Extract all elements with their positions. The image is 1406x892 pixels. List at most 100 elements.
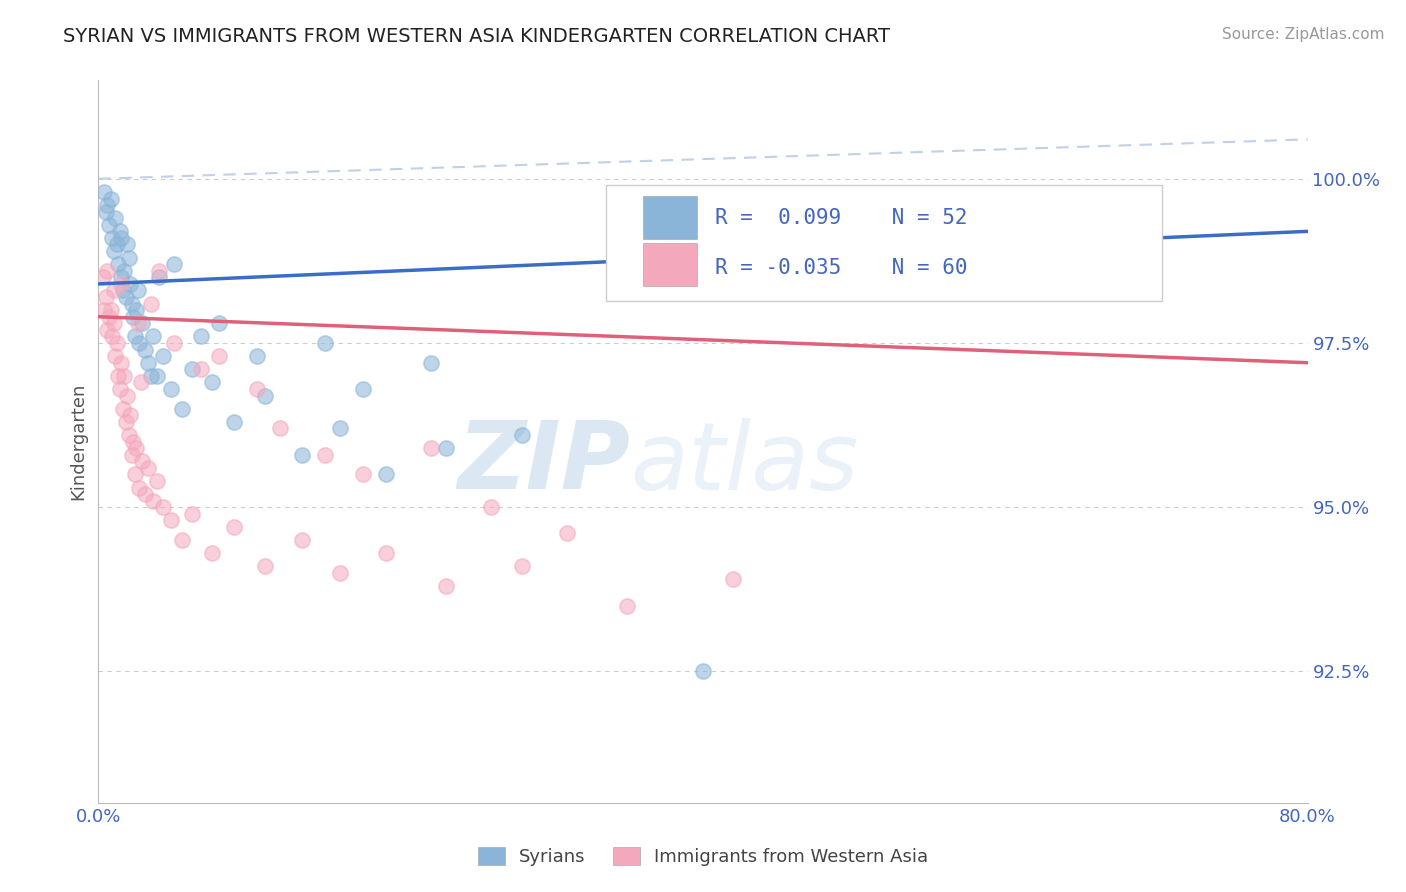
Point	[115, 237, 138, 252]
Point	[190, 329, 212, 343]
Point	[352, 382, 374, 396]
Point	[170, 533, 193, 547]
Point	[128, 336, 150, 351]
Point	[163, 257, 186, 271]
Point	[110, 277, 132, 291]
Point	[134, 343, 156, 357]
Point	[253, 388, 276, 402]
Point	[103, 316, 125, 330]
Point	[616, 599, 638, 613]
Point	[420, 441, 443, 455]
Point	[114, 290, 136, 304]
Point	[101, 231, 124, 245]
Point	[352, 467, 374, 482]
Point	[374, 467, 396, 482]
Point	[510, 428, 533, 442]
Point	[98, 218, 121, 232]
FancyBboxPatch shape	[606, 185, 1163, 301]
Point	[110, 270, 132, 285]
Point	[141, 296, 163, 310]
Point	[107, 368, 129, 383]
Point	[224, 520, 246, 534]
Point	[105, 237, 128, 252]
Point	[129, 376, 152, 390]
Text: atlas: atlas	[630, 417, 859, 508]
Point	[112, 368, 135, 383]
Point	[201, 376, 224, 390]
Point	[329, 566, 352, 580]
Point	[181, 362, 204, 376]
Point	[118, 251, 141, 265]
Point	[201, 546, 224, 560]
Point	[142, 329, 165, 343]
Point	[104, 349, 127, 363]
Point	[96, 264, 118, 278]
Point	[110, 231, 132, 245]
Point	[118, 428, 141, 442]
Point	[101, 329, 124, 343]
Point	[110, 356, 132, 370]
Point	[108, 224, 131, 238]
Point	[148, 264, 170, 278]
Point	[152, 349, 174, 363]
Point	[108, 382, 131, 396]
Point	[269, 421, 291, 435]
Point	[246, 382, 269, 396]
Point	[104, 211, 127, 226]
Point	[103, 284, 125, 298]
Point	[692, 665, 714, 679]
Point	[112, 264, 135, 278]
Point	[142, 493, 165, 508]
Point	[136, 460, 159, 475]
Point	[208, 349, 231, 363]
Point	[96, 323, 118, 337]
Point	[111, 401, 134, 416]
Point	[100, 192, 122, 206]
Point	[120, 277, 142, 291]
Point	[105, 336, 128, 351]
Point	[120, 409, 142, 423]
Point	[94, 204, 117, 219]
Point	[329, 421, 352, 435]
Point	[170, 401, 193, 416]
Point	[91, 270, 114, 285]
Point	[98, 310, 121, 324]
Point	[434, 579, 457, 593]
Y-axis label: Kindergarten: Kindergarten	[69, 383, 87, 500]
Point	[163, 336, 186, 351]
Point	[125, 441, 148, 455]
Point	[94, 290, 117, 304]
Point	[314, 336, 336, 351]
Point	[160, 513, 183, 527]
Point	[121, 296, 143, 310]
Point	[160, 382, 183, 396]
Point	[181, 507, 204, 521]
Point	[122, 434, 145, 449]
FancyBboxPatch shape	[643, 196, 697, 239]
Point	[96, 198, 118, 212]
FancyBboxPatch shape	[643, 243, 697, 286]
Point	[111, 284, 134, 298]
Point	[127, 284, 149, 298]
Point	[103, 244, 125, 258]
Point	[136, 356, 159, 370]
Point	[127, 316, 149, 330]
Point	[122, 310, 145, 324]
Point	[420, 356, 443, 370]
Point	[246, 349, 269, 363]
Point	[124, 467, 146, 482]
Point	[115, 388, 138, 402]
Point	[291, 533, 314, 547]
Point	[141, 368, 163, 383]
Point	[107, 257, 129, 271]
Point	[125, 303, 148, 318]
Point	[114, 415, 136, 429]
Point	[131, 454, 153, 468]
Point	[723, 573, 745, 587]
Point	[510, 559, 533, 574]
Point	[291, 448, 314, 462]
Point	[93, 303, 115, 318]
Point	[93, 185, 115, 199]
Point	[124, 329, 146, 343]
Point	[134, 487, 156, 501]
